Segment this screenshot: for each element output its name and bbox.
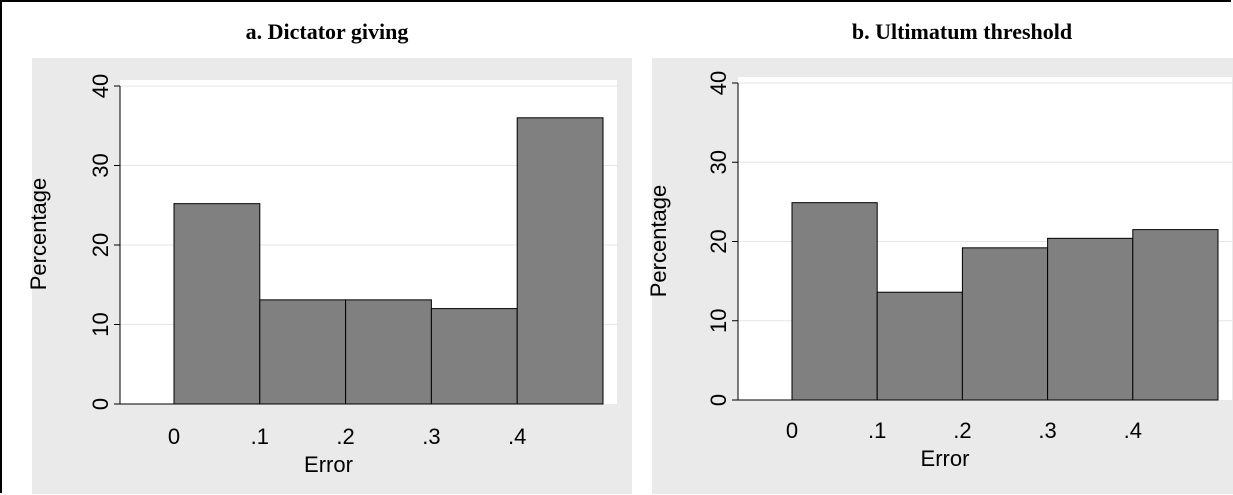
- chart-title-dictator-giving: a. Dictator giving: [245, 19, 409, 44]
- x-axis-title: Error: [921, 446, 970, 471]
- x-tick-label: .2: [336, 424, 354, 449]
- x-tick-label: .4: [1124, 418, 1142, 443]
- x-tick-label: .4: [508, 424, 526, 449]
- y-tick-label: 40: [88, 74, 113, 98]
- chart-title-ultimatum-threshold: b. Ultimatum threshold: [851, 19, 1073, 44]
- x-tick-label: .3: [422, 424, 440, 449]
- histogram-bar: [876, 291, 963, 401]
- y-tick-label: 30: [88, 153, 113, 177]
- y-tick-label: 10: [88, 312, 113, 336]
- histogram-bar: [516, 117, 604, 405]
- x-tick-label: 0: [786, 418, 798, 443]
- histogram-bar: [259, 299, 347, 405]
- y-axis-title: Percentage: [646, 185, 671, 298]
- y-tick-label: 0: [88, 398, 113, 410]
- x-tick-label: .1: [251, 424, 269, 449]
- x-tick-label: .1: [868, 418, 886, 443]
- histogram-bar: [1132, 229, 1219, 401]
- y-tick-label: 20: [706, 229, 731, 253]
- histogram-bar: [1047, 237, 1134, 401]
- histogram-bar: [345, 299, 432, 405]
- y-tick-label: 10: [706, 309, 731, 333]
- x-axis-title: Error: [304, 452, 353, 477]
- x-tick-label: .3: [1038, 418, 1056, 443]
- x-tick-label: .2: [953, 418, 971, 443]
- histogram-bar: [791, 202, 878, 401]
- histogram-bar: [961, 247, 1049, 401]
- histogram-bar: [173, 203, 261, 405]
- y-tick-label: 20: [88, 233, 113, 257]
- y-axis-title: Percentage: [26, 178, 51, 291]
- y-tick-label: 30: [706, 150, 731, 174]
- histogram-bar: [430, 308, 518, 405]
- x-tick-label: 0: [168, 424, 180, 449]
- y-tick-label: 0: [706, 394, 731, 406]
- y-tick-label: 40: [706, 71, 731, 95]
